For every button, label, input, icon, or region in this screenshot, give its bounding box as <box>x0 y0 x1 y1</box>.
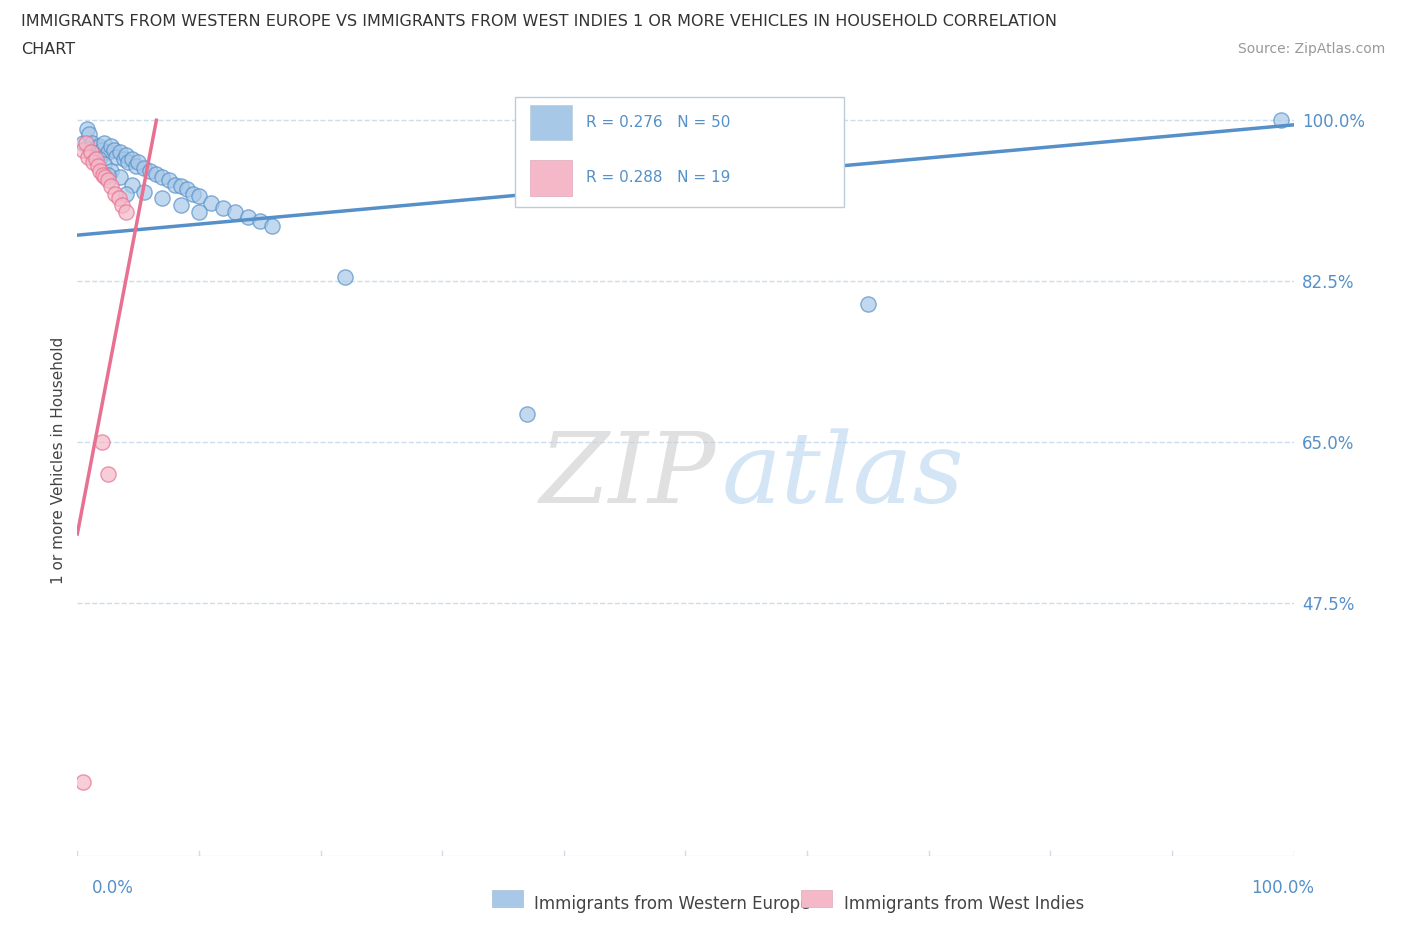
FancyBboxPatch shape <box>515 97 844 207</box>
Point <box>72 136 94 151</box>
Point <box>89 164 111 179</box>
Text: Immigrants from West Indies: Immigrants from West Indies <box>844 895 1084 912</box>
Point <box>76 122 98 137</box>
Text: R = 0.288   N = 19: R = 0.288 N = 19 <box>586 170 730 185</box>
Point <box>93 136 115 151</box>
Point <box>90 142 112 157</box>
Point <box>200 195 222 210</box>
Point <box>115 205 138 219</box>
Y-axis label: 1 or more Vehicles in Household: 1 or more Vehicles in Household <box>51 337 66 584</box>
Point <box>170 197 193 212</box>
Point <box>117 154 139 169</box>
Point <box>103 142 125 157</box>
Point <box>94 170 117 185</box>
Point <box>163 177 186 192</box>
Point <box>89 139 111 153</box>
Point <box>516 407 538 422</box>
Point <box>152 191 174 206</box>
Point <box>75 136 97 151</box>
Point <box>176 181 198 196</box>
FancyBboxPatch shape <box>530 105 572 140</box>
Point <box>97 467 120 482</box>
Point <box>100 139 122 153</box>
Point <box>108 170 131 185</box>
Point <box>152 170 174 185</box>
Point <box>90 434 112 449</box>
Point <box>100 179 122 193</box>
Text: 100.0%: 100.0% <box>1251 879 1315 897</box>
Point <box>139 164 162 179</box>
Point <box>236 209 259 224</box>
Point <box>84 152 107 166</box>
Point <box>170 179 193 193</box>
Point <box>80 145 103 160</box>
Point <box>82 154 104 169</box>
Point <box>84 140 107 155</box>
Point <box>105 150 128 165</box>
Point <box>100 164 122 179</box>
Point <box>212 200 235 215</box>
Text: Source: ZipAtlas.com: Source: ZipAtlas.com <box>1237 42 1385 56</box>
Point <box>121 177 143 192</box>
Point <box>112 152 135 166</box>
Text: IMMIGRANTS FROM WESTERN EUROPE VS IMMIGRANTS FROM WEST INDIES 1 OR MORE VEHICLES: IMMIGRANTS FROM WESTERN EUROPE VS IMMIGR… <box>21 14 1057 29</box>
Point <box>333 269 356 284</box>
Point <box>89 152 111 166</box>
Point <box>224 205 246 219</box>
Text: CHART: CHART <box>21 42 75 57</box>
Point <box>93 157 115 172</box>
Text: 0.0%: 0.0% <box>91 879 134 897</box>
Text: ZIP: ZIP <box>540 429 716 524</box>
Point <box>134 184 156 199</box>
Point <box>91 168 114 183</box>
Point <box>111 197 134 212</box>
Text: Immigrants from Western Europe: Immigrants from Western Europe <box>534 895 811 912</box>
Point <box>97 173 120 188</box>
Text: atlas: atlas <box>721 429 965 524</box>
Point <box>97 168 120 183</box>
Point <box>115 148 138 163</box>
Point <box>188 205 211 219</box>
Point <box>249 214 271 229</box>
Point <box>127 154 149 169</box>
Point <box>856 297 879 312</box>
Point <box>77 150 100 165</box>
FancyBboxPatch shape <box>530 160 572 195</box>
Point <box>97 145 120 160</box>
Point <box>181 186 204 201</box>
Point <box>72 775 94 790</box>
Point <box>87 159 110 174</box>
Point <box>145 166 167 181</box>
Point <box>108 145 131 160</box>
Text: R = 0.276   N = 50: R = 0.276 N = 50 <box>586 115 730 130</box>
Point <box>80 136 103 151</box>
Point <box>157 173 180 188</box>
Point <box>121 152 143 166</box>
Point <box>125 159 148 174</box>
Point <box>260 219 283 233</box>
Point <box>79 126 101 141</box>
Point <box>72 142 94 157</box>
Point <box>115 186 138 201</box>
Point <box>188 188 211 203</box>
Point <box>104 186 127 201</box>
Point <box>1270 113 1292 127</box>
Point <box>134 161 156 176</box>
Point <box>107 191 129 206</box>
